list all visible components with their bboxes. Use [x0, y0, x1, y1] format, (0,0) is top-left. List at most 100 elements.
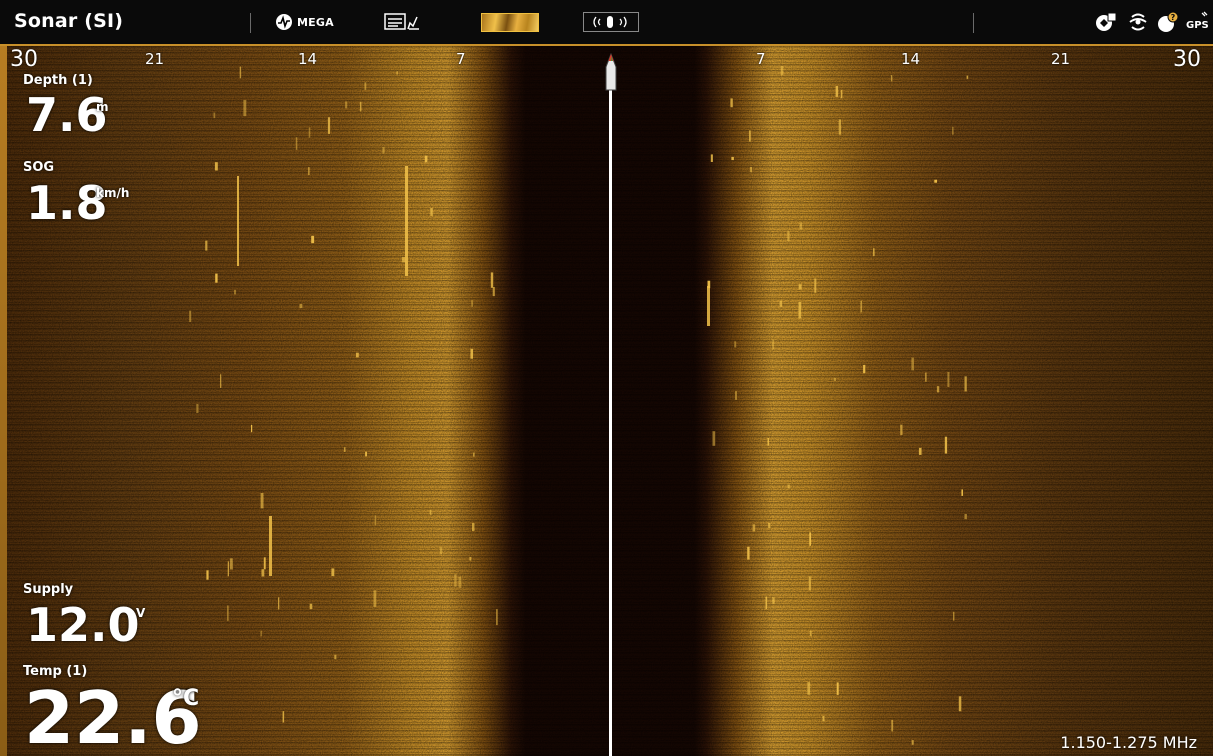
echo-mark — [890, 75, 893, 82]
echo-streak — [405, 166, 408, 276]
echo-mark — [809, 532, 811, 546]
echo-mark — [308, 127, 311, 138]
echo-mark — [707, 280, 711, 289]
supply-value[interactable]: 12.0 — [26, 598, 140, 652]
echo-mark — [891, 719, 894, 732]
echo-mark — [473, 452, 475, 457]
echo-mark — [229, 558, 233, 570]
range-label: 7 — [456, 50, 466, 68]
temp-value[interactable]: 22.6 — [24, 676, 202, 756]
echo-mark — [424, 155, 428, 163]
echo-mark — [734, 341, 737, 348]
echo-mark — [952, 126, 954, 135]
echo-mark — [299, 304, 303, 309]
gps-icon: GPS — [1186, 11, 1209, 31]
range-label: 7 — [756, 50, 766, 68]
sog-unit: km/h — [96, 186, 130, 200]
echo-mark — [490, 272, 494, 288]
echo-mark — [343, 447, 346, 452]
mega-indicator[interactable]: MEGA — [276, 11, 334, 33]
sonar-thumbnail-icon — [481, 12, 539, 32]
echo-mark — [309, 603, 313, 610]
echo-mark — [251, 424, 253, 433]
echo-mark — [873, 248, 875, 257]
echo-mark — [936, 386, 940, 393]
echo-mark — [205, 240, 208, 251]
supply-label: Supply — [23, 582, 74, 597]
sonar-status[interactable] — [1128, 11, 1148, 33]
echo-mark — [492, 287, 495, 297]
echo-mark — [261, 569, 265, 577]
echo-mark — [239, 66, 242, 79]
temperature-status[interactable]: ? — [1157, 11, 1179, 33]
echo-mark — [471, 300, 473, 307]
svg-text:?: ? — [1171, 13, 1176, 22]
echo-mark — [911, 357, 914, 371]
echo-mark — [835, 86, 839, 97]
echo-mark — [213, 112, 216, 119]
echo-mark — [918, 447, 922, 455]
waypoint-status[interactable] — [1095, 11, 1117, 33]
echo-mark — [730, 98, 733, 108]
echo-mark — [833, 377, 836, 381]
sonar-view-thumbnail[interactable] — [481, 11, 539, 33]
view-indicator[interactable] — [384, 11, 420, 33]
echo-mark — [772, 339, 774, 350]
waypoint-icon — [1096, 12, 1117, 31]
echo-mark — [735, 391, 737, 400]
temp-unit: °C — [172, 686, 200, 711]
echo-mark — [925, 372, 927, 382]
sog-label: SOG — [23, 160, 55, 175]
echo-mark — [227, 605, 229, 621]
echo-mark — [345, 101, 348, 109]
echo-mark — [712, 431, 716, 446]
echo-mark — [765, 596, 768, 610]
boat-track-line — [609, 82, 612, 756]
echo-mark — [749, 130, 751, 142]
echo-mark — [964, 514, 967, 520]
sonar-icon — [1129, 13, 1147, 31]
echo-mark — [798, 301, 802, 319]
side-imaging-indicator[interactable] — [583, 11, 639, 33]
echo-mark — [958, 696, 962, 712]
echo-mark — [243, 100, 247, 117]
depth-label: Depth (1) — [23, 73, 93, 88]
echo-mark — [308, 167, 310, 176]
supply-unit: V — [136, 606, 146, 620]
echo-mark — [808, 576, 811, 591]
echo-mark — [953, 611, 955, 621]
echo-mark — [767, 438, 769, 446]
echo-mark — [263, 557, 266, 570]
echo-mark — [373, 590, 377, 607]
mega-icon — [276, 14, 292, 30]
echo-mark — [439, 547, 443, 555]
boat-icon[interactable] — [603, 53, 619, 93]
echo-mark — [364, 82, 367, 90]
gps-status[interactable]: GPS — [1185, 11, 1209, 33]
range-label: 21 — [1051, 50, 1071, 68]
echo-mark — [469, 556, 472, 561]
echo-mark — [496, 609, 498, 626]
echo-mark — [787, 484, 790, 489]
echo-mark — [779, 300, 782, 307]
echo-mark — [215, 273, 218, 283]
temp-label: Temp (1) — [23, 664, 88, 679]
echo-mark — [189, 310, 192, 322]
svg-text:GPS: GPS — [1186, 20, 1209, 31]
range-label: 30 — [10, 47, 38, 72]
echo-mark — [470, 348, 473, 359]
sog-value[interactable]: 1.8 — [26, 176, 108, 230]
echo-mark — [836, 682, 839, 695]
echo-mark — [787, 231, 790, 242]
depth-value[interactable]: 7.6 — [26, 88, 108, 142]
echo-mark — [365, 451, 367, 457]
echo-mark — [860, 300, 862, 313]
echo-mark — [429, 509, 432, 515]
range-label: 14 — [901, 50, 921, 68]
echo-mark — [220, 374, 222, 388]
top-status-bar: Sonar (SI) MEGA — [0, 0, 1213, 46]
page-title[interactable]: Sonar (SI) — [14, 10, 124, 32]
echo-mark — [966, 75, 969, 79]
echo-mark — [961, 489, 963, 496]
echo-mark — [234, 289, 236, 295]
